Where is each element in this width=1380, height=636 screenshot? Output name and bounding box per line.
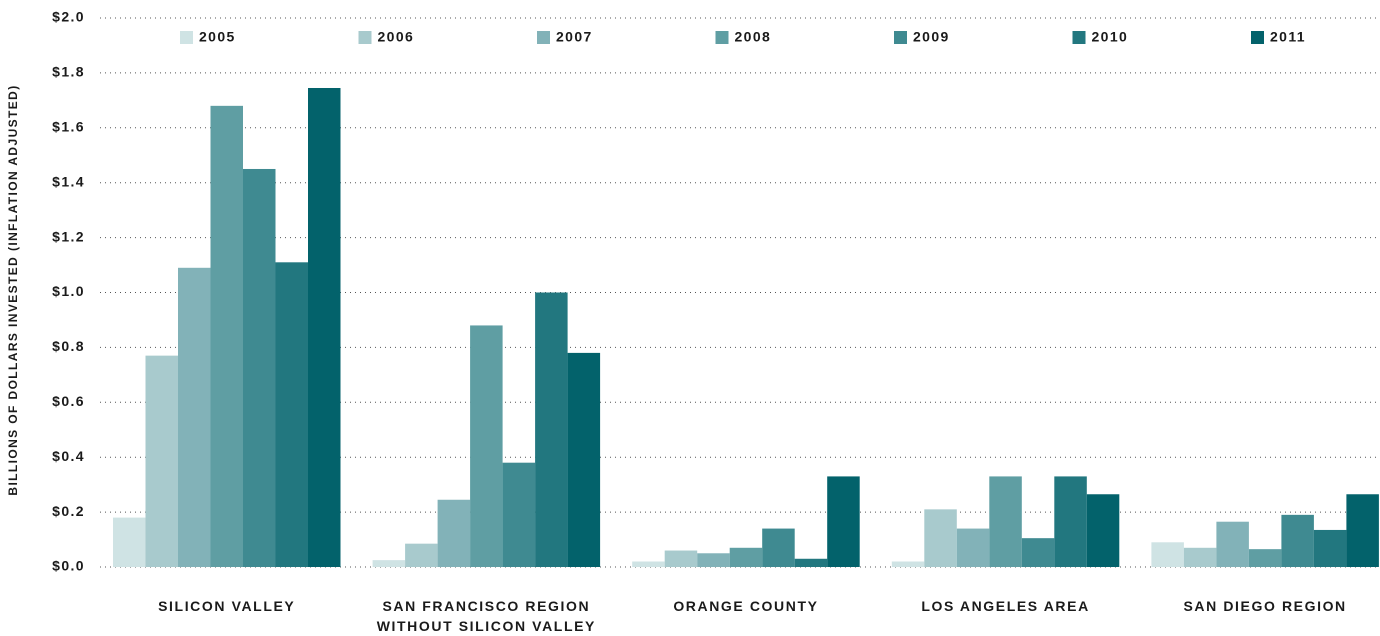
bar [1086, 494, 1120, 567]
legend-label: 2008 [735, 29, 772, 45]
legend-swatch [537, 31, 550, 44]
legend-swatch [715, 31, 729, 44]
bar [470, 325, 503, 567]
legend-label: 2011 [1270, 29, 1306, 45]
bar [762, 528, 795, 567]
bar [502, 462, 536, 567]
y-tick-label: $0.0 [52, 558, 85, 574]
bar [632, 561, 665, 567]
bar [178, 267, 211, 567]
y-tick-label: $1.4 [52, 173, 85, 189]
bar [1346, 494, 1379, 567]
bar [1281, 514, 1314, 567]
y-tick-label: $0.8 [52, 338, 85, 354]
bar [145, 355, 178, 567]
bar [437, 499, 471, 567]
x-tick-label: SILICON VALLEY [158, 598, 296, 614]
bar [1054, 476, 1087, 567]
legend-label: 2007 [556, 29, 593, 45]
bar [827, 476, 860, 567]
y-tick-label: $1.6 [52, 119, 85, 135]
bar [891, 561, 925, 567]
y-tick-label: $1.8 [52, 64, 85, 80]
legend-label: 2009 [913, 29, 950, 45]
legend-swatch [1251, 31, 1264, 44]
y-tick-label: $2.0 [52, 9, 85, 25]
bar [405, 543, 438, 567]
legend-swatch [180, 31, 193, 44]
legend-label: 2006 [378, 29, 415, 45]
bar [729, 547, 763, 567]
bar [275, 262, 308, 567]
bar [1183, 547, 1217, 567]
legend-label: 2010 [1092, 29, 1129, 45]
bar [372, 560, 406, 567]
y-tick-label: $1.2 [52, 228, 85, 244]
y-axis-label: BILLIONS OF DOLLARS INVESTED (INFLATION … [6, 84, 20, 495]
bar [664, 550, 698, 567]
bar [243, 168, 276, 567]
x-tick-label: ORANGE COUNTY [673, 598, 819, 614]
bar [1216, 521, 1249, 567]
y-tick-label: $0.4 [52, 448, 85, 464]
bar [1021, 538, 1055, 567]
x-tick-label: SAN DIEGO REGION [1183, 598, 1347, 614]
bar [956, 528, 990, 567]
bar [535, 292, 568, 567]
y-tick-label: $0.6 [52, 393, 85, 409]
x-tick-label: LOS ANGELES AREA [921, 598, 1090, 614]
y-tick-label: $1.0 [52, 283, 85, 299]
bar [989, 476, 1022, 567]
bar [113, 517, 146, 567]
legend-label: 2005 [199, 29, 236, 45]
bar [1151, 542, 1184, 567]
legend-swatch [1072, 31, 1086, 44]
bar [1313, 529, 1347, 567]
bar [924, 509, 957, 567]
bar [794, 558, 828, 567]
bar [1248, 549, 1282, 567]
bar [308, 87, 341, 567]
bar [697, 553, 730, 567]
x-tick-label: SAN FRANCISCO REGION WITHOUT SILICON VAL… [376, 598, 596, 634]
y-tick-label: $0.2 [52, 503, 85, 519]
bar [210, 105, 243, 567]
legend-swatch [894, 31, 907, 44]
legend-swatch [358, 31, 372, 44]
bar [567, 352, 601, 567]
